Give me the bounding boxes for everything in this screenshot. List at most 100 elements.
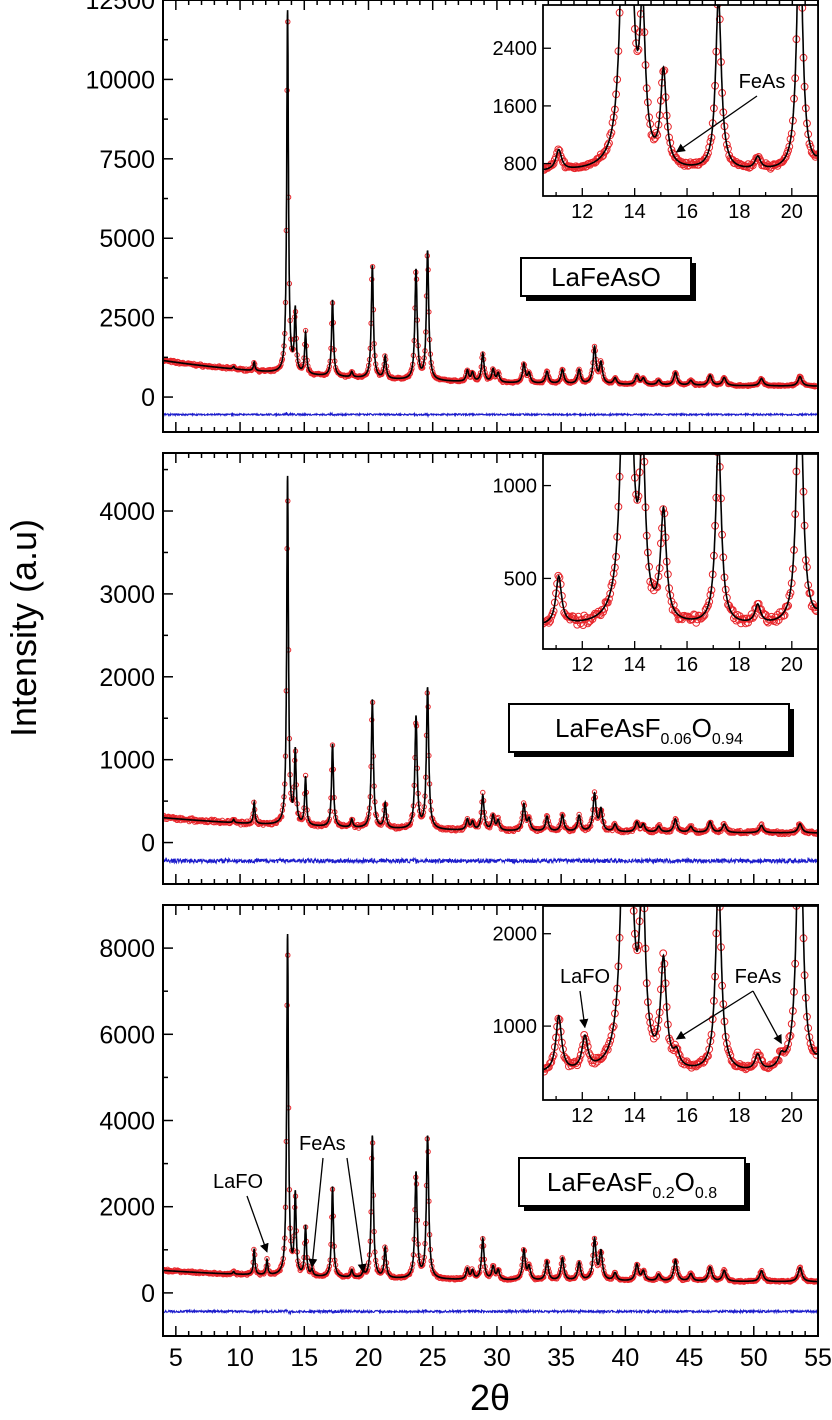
observed-point: [797, 373, 803, 380]
inset-y-tick-label: 2000: [493, 924, 538, 946]
x-tick-label: 55: [804, 1344, 832, 1372]
observed-point: [686, 158, 695, 167]
annotation-arrow: [246, 1195, 269, 1253]
label-part-sample_label_main: LaFeAsF: [547, 1167, 653, 1197]
inset-x-tick-label: 14: [624, 1105, 646, 1127]
inset-x-tick-label: 14: [624, 201, 646, 223]
sample-label-text: LaFeAsF0.06O0.94: [555, 713, 743, 748]
observed-point: [363, 819, 370, 825]
inset-x-tick-label: 18: [728, 201, 750, 223]
inset-x-tick-label: 20: [781, 1105, 803, 1127]
y-tick-label: 2000: [99, 1194, 155, 1222]
inset-y-tick-label: 2400: [493, 38, 538, 60]
inset-x-tick-label: 16: [676, 201, 698, 223]
inset-x-tick-label: 12: [571, 1105, 593, 1127]
observed-point: [812, 151, 818, 159]
observed-point: [692, 618, 701, 627]
y-axis-title: Intensity (a.u): [3, 519, 44, 737]
observed-point: [637, 897, 644, 904]
x-axis-title: 2θ: [470, 1377, 510, 1418]
inset-annotation-label: FeAs: [739, 71, 786, 93]
observed-point: [797, 772, 804, 779]
observed-point: [639, 869, 646, 876]
inset-x-tick-label: 20: [781, 201, 803, 223]
label-part-sample_label_sub2: 0.94: [712, 731, 743, 748]
observed-point: [599, 151, 607, 160]
y-tick-label: 0: [141, 1280, 155, 1308]
calculated-series: [163, 10, 818, 387]
observed-point: [667, 146, 676, 154]
observed-point: [629, 400, 636, 407]
observed-point: [799, 438, 806, 445]
observed-point: [704, 149, 712, 158]
observed-point: [703, 826, 709, 833]
annotation-arrow: [308, 1157, 324, 1268]
x-tick-label: 30: [483, 1344, 511, 1372]
observed-point: [780, 154, 789, 163]
observed-point: [619, 814, 626, 821]
y-tick-label: 8000: [99, 935, 155, 963]
annotation-label: FeAs: [299, 1133, 346, 1155]
observed-point: [672, 608, 681, 617]
label-part-sample_label_mid: O: [692, 713, 712, 743]
difference-series: [163, 856, 818, 865]
observed-point: [797, 342, 804, 349]
panel-bottom: 5 10 15 20 25 30 35 40 45 50 5502000400060008000La…: [99, 772, 832, 1372]
observed-point: [628, 329, 635, 336]
sample-label: LaFeAsO: [520, 257, 696, 301]
inset-frame: [542, 453, 819, 650]
inset-top: 12 14 16 18 20 800 1600 2400 FeAs: [493, 4, 819, 223]
inset-x-tick-label: 14: [624, 654, 646, 676]
observed-point: [617, 425, 624, 432]
plot-frame: [162, 452, 819, 885]
observed-point: [588, 158, 597, 167]
inset-x-tick-label: 12: [571, 654, 593, 676]
observed-point: [715, 875, 722, 882]
y-tick-label: 2500: [99, 305, 155, 333]
observed-point: [639, 433, 646, 440]
observed-point: [555, 146, 564, 155]
observed-point: [600, 148, 609, 157]
observed-point: [548, 161, 557, 169]
sample-label: LaFeAsF0.06O0.94: [508, 703, 794, 757]
inset-y-tick-label: 1000: [493, 1016, 538, 1038]
inset-x-tick-label: 18: [728, 654, 750, 676]
difference-series: [163, 411, 818, 419]
y-tick-label: 5000: [99, 225, 155, 253]
label-part-sample_label_main: LaFeAsF: [555, 713, 661, 743]
panel-top: 0 2500 5000 7500 10000 12500 LaFeAsO 12 14 16 18 20…: [85, 0, 819, 433]
y-tick-label: 1000: [99, 747, 155, 775]
observed-point: [628, 794, 635, 801]
x-tick-label: 45: [676, 1344, 704, 1372]
inset-x-tick-label: 20: [781, 654, 803, 676]
calculated-series: [543, 454, 818, 624]
observed-point: [554, 145, 563, 154]
observed-point: [784, 146, 792, 155]
observed-point: [580, 611, 589, 620]
inset-y-tick-label: 800: [504, 154, 537, 176]
observed-point: [583, 619, 592, 628]
calculated-series: [163, 475, 818, 834]
observed-point: [798, 810, 805, 817]
observed-point: [811, 152, 818, 161]
inset-background: [543, 906, 818, 1100]
inset-frame: [542, 4, 819, 197]
annotation-arrow: [675, 95, 758, 153]
y-tick-label: 4000: [99, 498, 155, 526]
sample-label: LaFeAsF0.2O0.8: [518, 1157, 750, 1211]
annotation-arrow: [346, 1157, 367, 1274]
label-part-sample_label_sub2: 0.8: [695, 1185, 717, 1202]
y-tick-label: 3000: [99, 581, 155, 609]
inset-x-tick-label: 16: [676, 654, 698, 676]
inset-annotation-label: FeAs: [735, 966, 782, 988]
sample-label-text: LaFeAsF0.2O0.8: [547, 1167, 717, 1202]
y-tick-label: 6000: [99, 1021, 155, 1049]
y-tick-label: 4000: [99, 1108, 155, 1136]
observed-point: [715, 438, 722, 445]
plot-frame: [162, 0, 819, 433]
inset-y-tick-label: 1600: [493, 96, 538, 118]
label-part-sample_label_mid: O: [675, 1167, 695, 1197]
